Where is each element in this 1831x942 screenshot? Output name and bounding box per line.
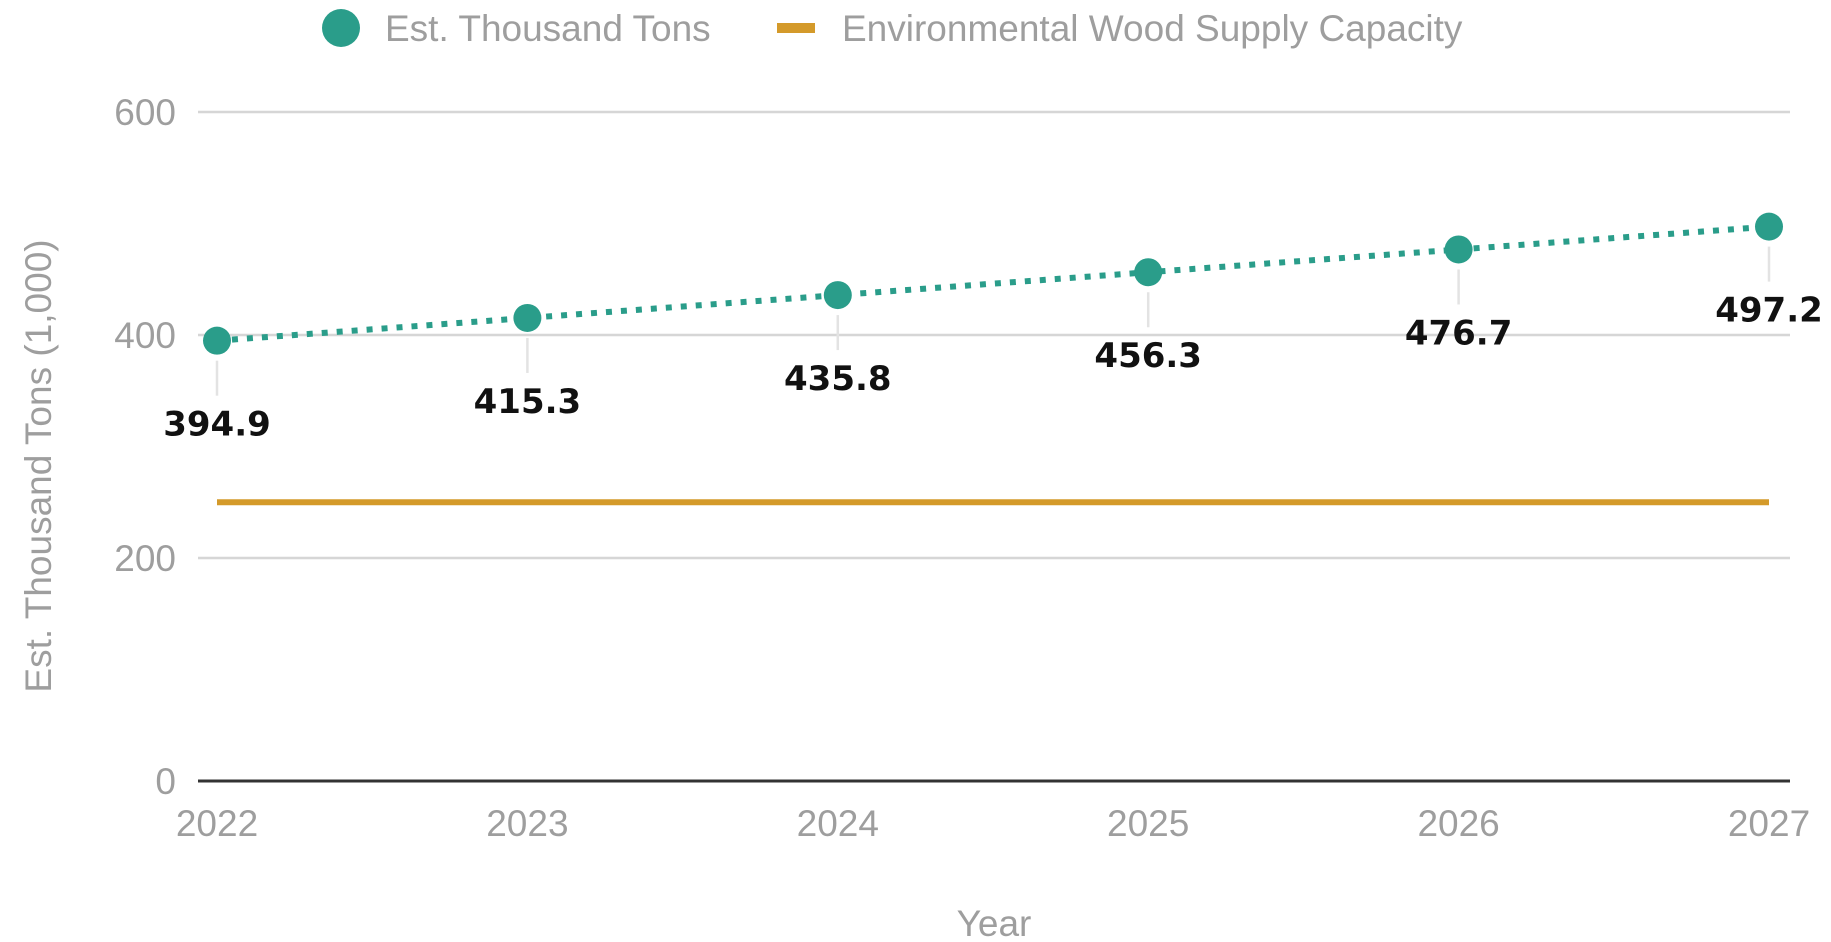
x-tick-label-2023: 2023: [486, 803, 568, 844]
data-point-2026[interactable]: [1444, 235, 1473, 264]
legend: Est. Thousand Tons Environmental Wood Su…: [322, 8, 1463, 49]
legend-label-environmental-wood-supply-capacity: Environmental Wood Supply Capacity: [842, 8, 1463, 49]
legend-label-est-thousand-tons: Est. Thousand Tons: [385, 8, 711, 49]
legend-item-environmental-wood-supply-capacity[interactable]: Environmental Wood Supply Capacity: [777, 8, 1463, 49]
y-tick-label-600: 600: [114, 92, 176, 133]
x-tick-label-2027: 2027: [1728, 803, 1810, 844]
data-point-2027[interactable]: [1755, 212, 1783, 241]
data-point-2024[interactable]: [823, 281, 852, 310]
estimate-series: [203, 212, 1783, 355]
data-label-2024: 435.8: [784, 359, 892, 399]
data-label-2027: 497.2: [1715, 291, 1823, 331]
data-label-2026: 476.7: [1405, 313, 1513, 353]
y-tick-label-200: 200: [114, 538, 176, 579]
data-label-2022: 394.9: [163, 405, 271, 445]
x-tick-label-2025: 2025: [1107, 803, 1189, 844]
data-label-2023: 415.3: [474, 382, 582, 422]
legend-marker-circle-icon: [322, 9, 360, 47]
legend-marker-line-icon: [777, 23, 815, 33]
legend-item-est-thousand-tons[interactable]: Est. Thousand Tons: [322, 8, 711, 49]
x-tick-label-2024: 2024: [797, 803, 879, 844]
data-label-2025: 456.3: [1094, 336, 1202, 376]
x-tick-label-2022: 2022: [176, 803, 258, 844]
estimate-line: [216, 223, 1770, 344]
y-tick-label-0: 0: [155, 761, 176, 802]
data-point-2023[interactable]: [513, 303, 542, 332]
x-tick-label-2026: 2026: [1417, 803, 1499, 844]
x-axis-tick-labels: 2022 2023 2024 2025 2026 2027: [176, 803, 1810, 844]
y-tick-label-400: 400: [114, 315, 176, 356]
data-label-leader-lines: [215, 246, 1771, 396]
data-point-2022[interactable]: [203, 326, 231, 355]
data-labels: 394.9 415.3 435.8 456.3 476.7 497.2: [163, 291, 1823, 445]
data-point-2025[interactable]: [1134, 258, 1163, 287]
y-axis-tick-labels: 0 200 400 600: [114, 92, 176, 802]
y-axis-title: Est. Thousand Tons (1,000): [18, 239, 59, 692]
x-axis-title: Year: [957, 903, 1032, 942]
gridlines: [198, 110, 1790, 560]
